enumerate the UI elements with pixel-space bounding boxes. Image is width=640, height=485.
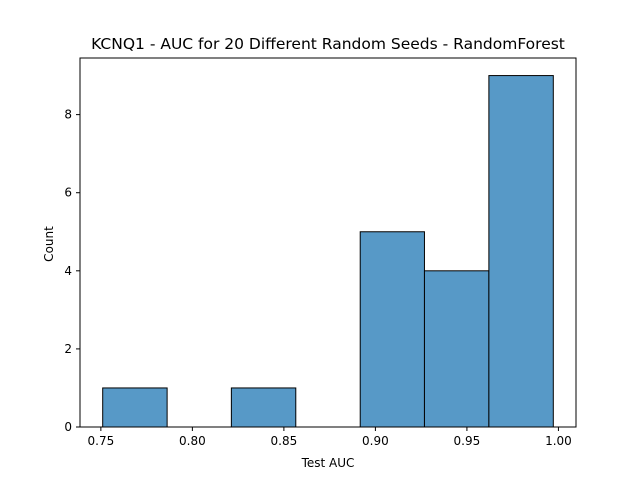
y-tick-label: 0: [64, 420, 72, 434]
histogram-bar-5: [359, 231, 425, 428]
histogram-bar-6: [423, 270, 490, 428]
y-tick-label: 2: [64, 342, 72, 356]
x-tick-label: 0.90: [362, 434, 389, 448]
plot-frame: [79, 57, 577, 428]
chart-title: KCNQ1 - AUC for 20 Different Random Seed…: [91, 35, 565, 53]
y-tick-label: 8: [64, 108, 72, 122]
x-tick-label: 0.95: [454, 434, 481, 448]
x-tick-label: 0.85: [271, 434, 298, 448]
x-ticks: 0.75 0.80 0.85 0.90 0.95 1.00: [88, 427, 572, 448]
x-tick-label: 0.75: [88, 434, 115, 448]
y-tick-label: 6: [64, 186, 72, 200]
y-ticks: 0 2 4 6 8: [64, 108, 80, 434]
x-tick-label: 0.80: [179, 434, 206, 448]
bars-group: [102, 75, 554, 428]
histogram-bar-7: [488, 75, 554, 428]
y-tick-label: 4: [64, 264, 72, 278]
x-tick-label: 1.00: [545, 434, 572, 448]
histogram-bar-1: [102, 387, 168, 428]
x-axis-label: Test AUC: [301, 456, 355, 470]
histogram-bar-3: [230, 387, 297, 428]
y-axis-label: Count: [42, 226, 56, 262]
